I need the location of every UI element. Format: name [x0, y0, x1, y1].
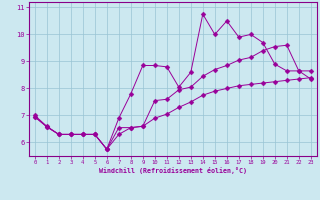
X-axis label: Windchill (Refroidissement éolien,°C): Windchill (Refroidissement éolien,°C) [99, 167, 247, 174]
